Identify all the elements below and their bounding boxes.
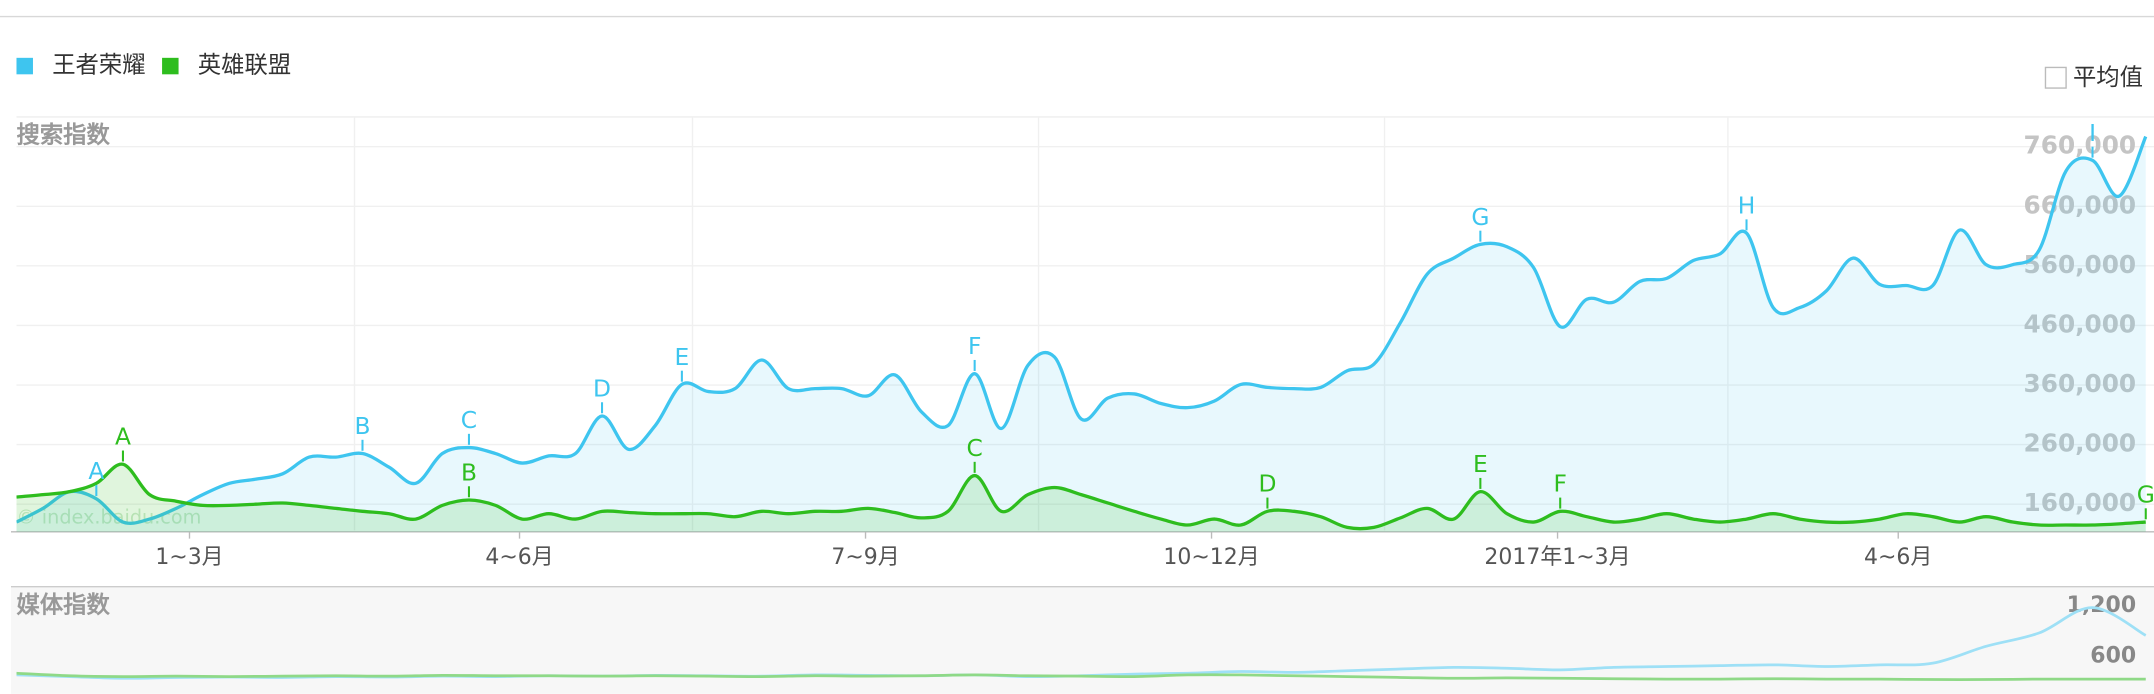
annotation-label: A: [115, 423, 131, 451]
annotation-label: C: [967, 434, 983, 462]
series-area: [16, 136, 2146, 532]
y-tick-label: 460,000: [2024, 309, 2137, 338]
annotation-label: H: [1738, 191, 1756, 219]
y-tick-label: 760,000: [2024, 131, 2137, 160]
x-tick-label: 4~6月: [485, 545, 553, 570]
annotation-label: F: [968, 332, 981, 360]
x-tick-label: 10~12月: [1163, 545, 1259, 570]
y-tick-label: 160,000: [2024, 488, 2137, 517]
average-checkbox[interactable]: [2044, 66, 2067, 89]
series-line: [16, 462, 2146, 531]
legend-label: 英雄联盟: [198, 51, 291, 79]
annotation-label: B: [354, 412, 370, 440]
annotation-label: B: [461, 458, 477, 486]
annotation-label: G: [1471, 203, 1489, 231]
x-tick-label: 2017年1~3月: [1484, 545, 1630, 570]
x-tick-label: 1~3月: [155, 545, 223, 570]
x-tick-label: 4~6月: [1864, 545, 1932, 570]
y-tick-label: 360,000: [2024, 369, 2137, 398]
annotation-label: C: [461, 406, 477, 434]
annotation-label: D: [1258, 470, 1276, 498]
annotation-label: E: [1473, 450, 1488, 478]
y-tick-label: 1,200: [2067, 593, 2137, 618]
y-tick-label: 600: [2090, 643, 2136, 668]
annotation-label: D: [593, 374, 611, 402]
series-group: [16, 606, 2147, 681]
series-line: [16, 671, 2146, 681]
annotation-label: I: [2089, 119, 2096, 147]
legend-swatch: [16, 57, 33, 75]
watermark: © index.baidu.com: [16, 506, 201, 529]
annotation-label: F: [1553, 470, 1566, 498]
y-tick-label: 260,000: [2024, 429, 2137, 458]
legend-label: 王者荣耀: [52, 51, 145, 79]
y-tick-label: 560,000: [2024, 250, 2137, 279]
series-group: [16, 135, 2148, 532]
panel-title: 媒体指数: [16, 590, 110, 618]
annotation-label: G: [2137, 480, 2154, 508]
average-label[interactable]: 平均值: [2073, 63, 2143, 91]
annotation-label: E: [675, 343, 690, 371]
series-line: [16, 135, 2148, 525]
annotation-label: A: [88, 457, 104, 485]
legend-swatch: [162, 57, 179, 75]
x-tick-label: 7~9月: [831, 545, 899, 570]
panel-title: 搜索指数: [16, 121, 110, 149]
